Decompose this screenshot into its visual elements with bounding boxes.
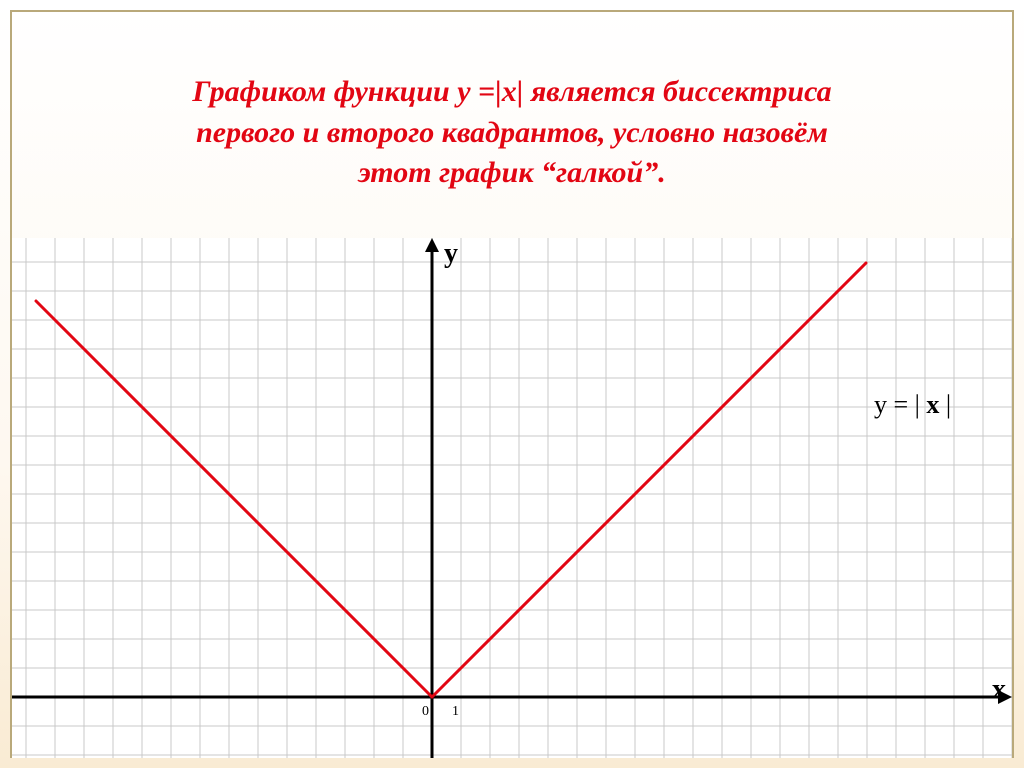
x-axis-label: x xyxy=(992,674,1006,706)
chart-svg xyxy=(12,238,1012,758)
slide-frame: Графиком функции y =|x| является биссект… xyxy=(0,0,1024,768)
title-line-1: Графиком функции y =|x| является биссект… xyxy=(192,75,831,108)
equation-suffix: | xyxy=(939,390,951,419)
equation-prefix: y = | xyxy=(874,390,926,419)
origin-zero-label: 0 xyxy=(422,704,429,720)
equation-label: y = | x | xyxy=(874,390,951,420)
chart-container: y x 0 1 y = | x | xyxy=(12,238,1012,758)
equation-var: x xyxy=(926,390,939,419)
y-axis-label: y xyxy=(444,238,458,270)
slide-title: Графиком функции y =|x| является биссект… xyxy=(40,72,984,194)
title-line-3: этот график “галкой”. xyxy=(358,156,666,189)
title-line-2: первого и второго квадрантов, условно на… xyxy=(196,116,828,149)
unit-one-label: 1 xyxy=(452,704,459,720)
